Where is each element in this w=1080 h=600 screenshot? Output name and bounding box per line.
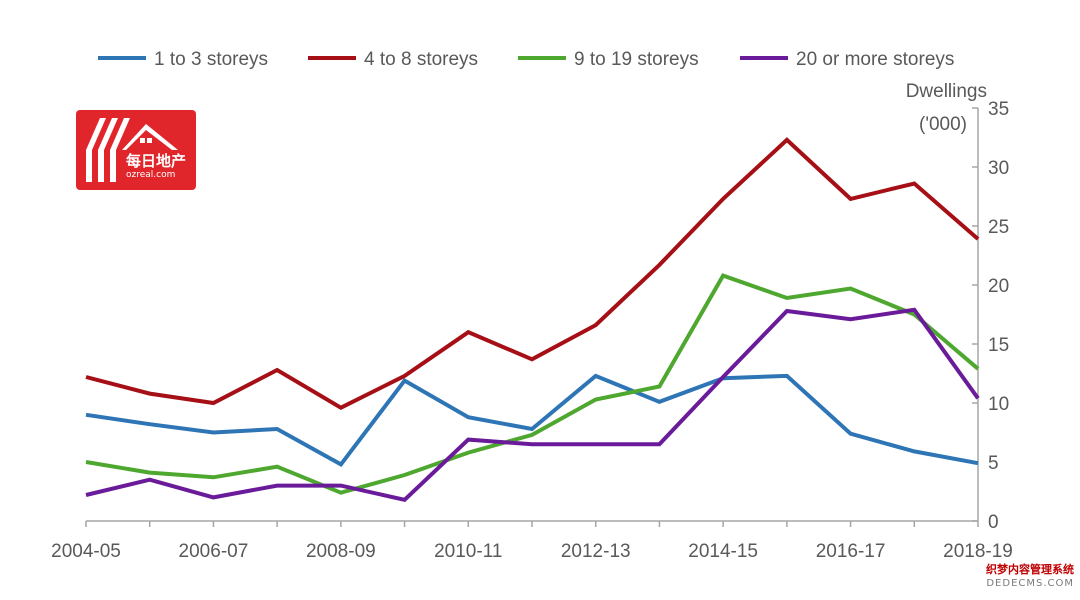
x-tick-label: 2014-15 [688,541,758,562]
legend-label: 20 or more storeys [796,49,954,70]
series-line-1 [85,373,979,467]
x-tick-label: 2008-09 [306,541,376,562]
chart-series-lines [85,137,980,502]
watermark-en: DEDECMS.COM [986,578,1074,589]
series-line-4 [85,307,980,502]
y-tick-label: 5 [988,453,999,474]
x-tick-label: 2012-13 [561,541,631,562]
series-line-3 [85,273,980,495]
legend-label: 4 to 8 storeys [364,49,478,70]
ozreal-logo: 每日地产 ozreal.com [76,110,196,190]
logo-chinese-name: 每日地产 [126,152,187,170]
x-tick-label: 2016-17 [816,541,886,562]
watermark: 织梦内容管理系统 DEDECMS.COM [986,563,1074,591]
x-tick-label: 2006-07 [179,541,249,562]
chart-legend: 1 to 3 storeys 4 to 8 storeys 9 to 19 stor… [98,49,954,70]
legend-label: 9 to 19 storeys [574,49,699,70]
chart-axes: 0 5 10 15 20 25 30 35 2004-05 2006-07 2008-09 2010-… [51,99,1013,562]
y-tick-label: 15 [988,335,1009,356]
x-tick-label: 2010-11 [434,541,502,562]
logo-domain: ozreal.com [126,170,176,180]
legend-label: 1 to 3 storeys [154,49,268,70]
y-tick-label: 35 [988,99,1009,120]
y-tick-label: 10 [988,394,1009,415]
x-tick-label: 2004-05 [51,541,121,562]
x-tick-label: 2018-19 [943,541,1013,562]
y-tick-label: 20 [988,276,1009,297]
series-line-2 [85,137,980,410]
y-tick-label: 30 [988,158,1009,179]
house-logo-icon [86,118,178,182]
y-axis-title-line2: ('000) [919,114,967,135]
y-tick-label: 25 [988,217,1009,238]
y-axis-title-line1: Dwellings [906,81,987,102]
y-tick-label: 0 [988,512,999,533]
watermark-cn: 织梦内容管理系统 [986,563,1074,576]
